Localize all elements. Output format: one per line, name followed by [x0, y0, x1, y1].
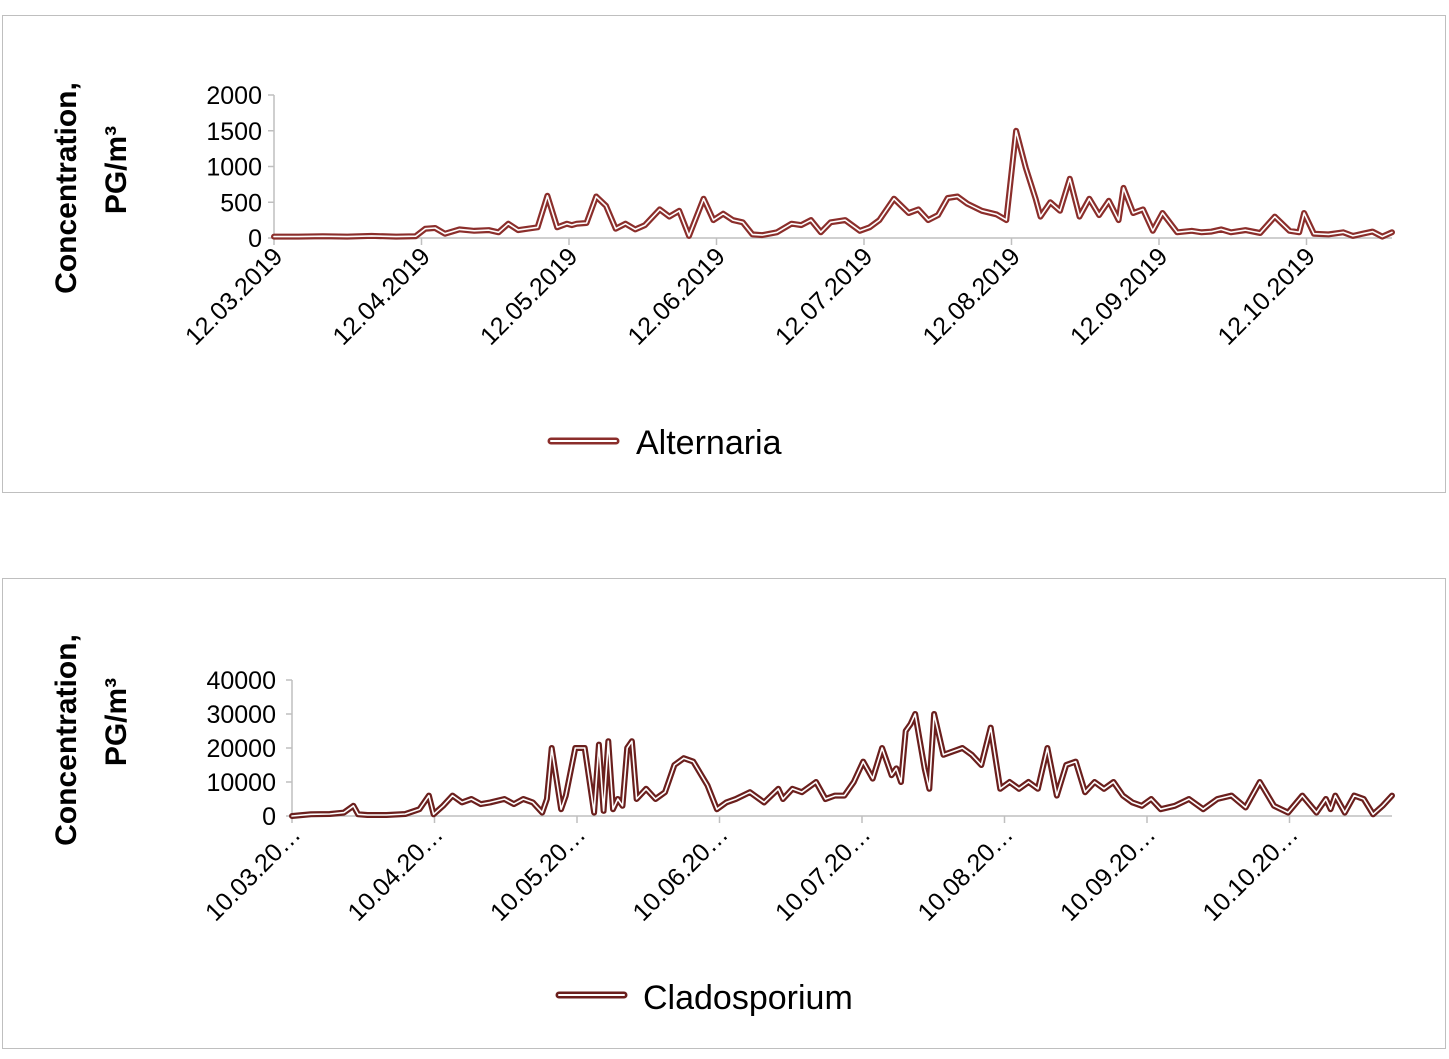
y-axis-label-line2: PG/m³ — [100, 678, 133, 766]
x-tick-label: 10.08.20… — [912, 820, 1018, 926]
legend-label-alternaria: Alternaria — [636, 424, 782, 462]
x-tick-label: 12.03.2019 — [180, 242, 288, 350]
y-tick-label: 20000 — [206, 735, 276, 763]
y-tick-label: 30000 — [206, 701, 276, 729]
x-axis-ticks: 10.03.20… 10.04.20… 10.05.20… 10.06.20… 10.0… — [200, 816, 1304, 927]
alternaria-chart-panel — [2, 15, 1446, 493]
x-tick-label: 10.05.20… — [485, 820, 591, 926]
y-axis-ticks: 40000 30000 20000 10000 0 — [206, 667, 292, 831]
y-tick-label: 500 — [220, 189, 262, 217]
x-tick-label: 10.10.20… — [1197, 820, 1303, 926]
y-axis-ticks: 2000 1500 1000 500 0 — [206, 82, 274, 253]
x-tick-label: 12.08.2019 — [917, 242, 1025, 350]
y-tick-label: 0 — [262, 803, 276, 831]
cladosporium-chart-panel — [2, 578, 1446, 1049]
x-tick-label: 12.05.2019 — [475, 242, 583, 350]
x-tick-label: 12.07.2019 — [770, 242, 878, 350]
x-tick-label: 10.09.20… — [1055, 820, 1161, 926]
legend: Alternaria — [547, 424, 782, 462]
y-axis-label-line1: Concentration, — [50, 82, 83, 294]
x-tick-label: 12.04.2019 — [327, 242, 435, 350]
x-tick-label: 12.10.2019 — [1212, 242, 1320, 350]
x-tick-label: 10.06.20… — [627, 820, 733, 926]
series-line-inner — [291, 713, 1393, 817]
x-tick-label: 10.03.20… — [200, 820, 306, 926]
y-axis-label-line2: PG/m³ — [100, 126, 133, 214]
legend-label-cladosporium: Cladosporium — [643, 979, 853, 1017]
y-tick-label: 10000 — [206, 769, 276, 797]
x-tick-label: 12.09.2019 — [1065, 242, 1173, 350]
x-tick-label: 10.07.20… — [770, 820, 876, 926]
series-line-outer — [271, 127, 1395, 240]
legend: Cladosporium — [555, 979, 853, 1017]
y-tick-label: 2000 — [206, 82, 262, 110]
y-tick-label: 1500 — [206, 118, 262, 146]
y-tick-label: 1000 — [206, 154, 262, 182]
x-tick-label: 12.06.2019 — [622, 242, 730, 350]
x-axis-ticks: 12.03.2019 12.04.2019 12.05.2019 12.06.2019… — [180, 238, 1321, 351]
series-line-outer — [289, 711, 1395, 819]
y-tick-label: 0 — [248, 225, 262, 253]
y-axis-label-line1: Concentration, — [50, 634, 83, 846]
y-tick-label: 40000 — [206, 667, 276, 695]
series-alternaria — [271, 127, 1395, 240]
x-tick-label: 10.04.20… — [342, 820, 448, 926]
series-line-inner — [273, 130, 1393, 238]
cladosporium-chart: Concentration, PG/m³ 40000 30000 20000 1000… — [50, 634, 1395, 1017]
series-cladosporium — [289, 711, 1395, 819]
alternaria-chart: Concentration, PG/m³ 2000 1500 1000 500 0 12… — [50, 82, 1395, 462]
